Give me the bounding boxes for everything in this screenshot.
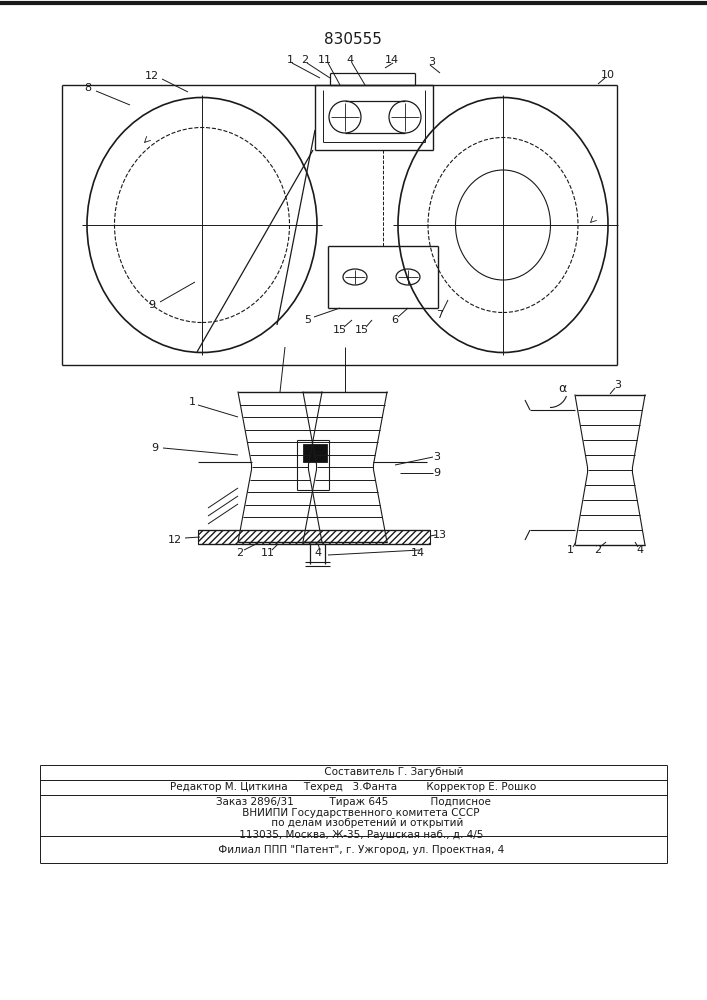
Text: ВНИИПИ Государственного комитета СССР: ВНИИПИ Государственного комитета СССР bbox=[226, 808, 480, 818]
Text: 14: 14 bbox=[411, 548, 425, 558]
Text: 2: 2 bbox=[301, 55, 308, 65]
Text: 11: 11 bbox=[318, 55, 332, 65]
Text: 4: 4 bbox=[346, 55, 354, 65]
Text: 3: 3 bbox=[614, 380, 621, 390]
Text: Редактор М. Циткина     Техред   3.Фанта         Корректор Е. Рошко: Редактор М. Циткина Техред 3.Фанта Корре… bbox=[170, 782, 536, 792]
Text: 4: 4 bbox=[315, 548, 322, 558]
Text: 15: 15 bbox=[333, 325, 347, 335]
Bar bbox=[303, 444, 327, 462]
Text: Заказ 2896/31           Тираж 645             Подписное: Заказ 2896/31 Тираж 645 Подписное bbox=[216, 797, 491, 807]
Text: 9: 9 bbox=[433, 468, 440, 478]
Text: 2: 2 bbox=[595, 545, 602, 555]
Text: 2: 2 bbox=[236, 548, 244, 558]
Text: 1: 1 bbox=[286, 55, 293, 65]
Text: 14: 14 bbox=[385, 55, 399, 65]
Text: 11: 11 bbox=[261, 548, 275, 558]
Text: 3: 3 bbox=[433, 452, 440, 462]
Text: по делам изобретений и открытий: по делам изобретений и открытий bbox=[243, 818, 464, 828]
Text: 12: 12 bbox=[168, 535, 182, 545]
Text: 5: 5 bbox=[305, 315, 312, 325]
Text: 7: 7 bbox=[436, 310, 443, 320]
Text: 1: 1 bbox=[189, 397, 196, 407]
Text: 9: 9 bbox=[151, 443, 158, 453]
Text: 12: 12 bbox=[145, 71, 159, 81]
Text: 8: 8 bbox=[84, 83, 92, 93]
Bar bbox=[198, 530, 430, 544]
Text: 15: 15 bbox=[355, 325, 369, 335]
Text: 13: 13 bbox=[433, 530, 447, 540]
Text: 113035, Москва, Ж-35, Раушская наб., д. 4/5: 113035, Москва, Ж-35, Раушская наб., д. … bbox=[223, 830, 483, 840]
Text: α: α bbox=[558, 381, 566, 394]
Text: 9: 9 bbox=[148, 300, 156, 310]
Text: 6: 6 bbox=[392, 315, 399, 325]
Text: 1: 1 bbox=[566, 545, 573, 555]
Text: 10: 10 bbox=[601, 70, 615, 80]
Text: 3: 3 bbox=[428, 57, 436, 67]
Text: 830555: 830555 bbox=[324, 32, 382, 47]
Text: Филиал ППП "Патент", г. Ужгород, ул. Проектная, 4: Филиал ППП "Патент", г. Ужгород, ул. Про… bbox=[202, 845, 504, 855]
Text: 4: 4 bbox=[636, 545, 643, 555]
Text: Составитель Г. Загубный: Составитель Г. Загубный bbox=[243, 767, 463, 777]
